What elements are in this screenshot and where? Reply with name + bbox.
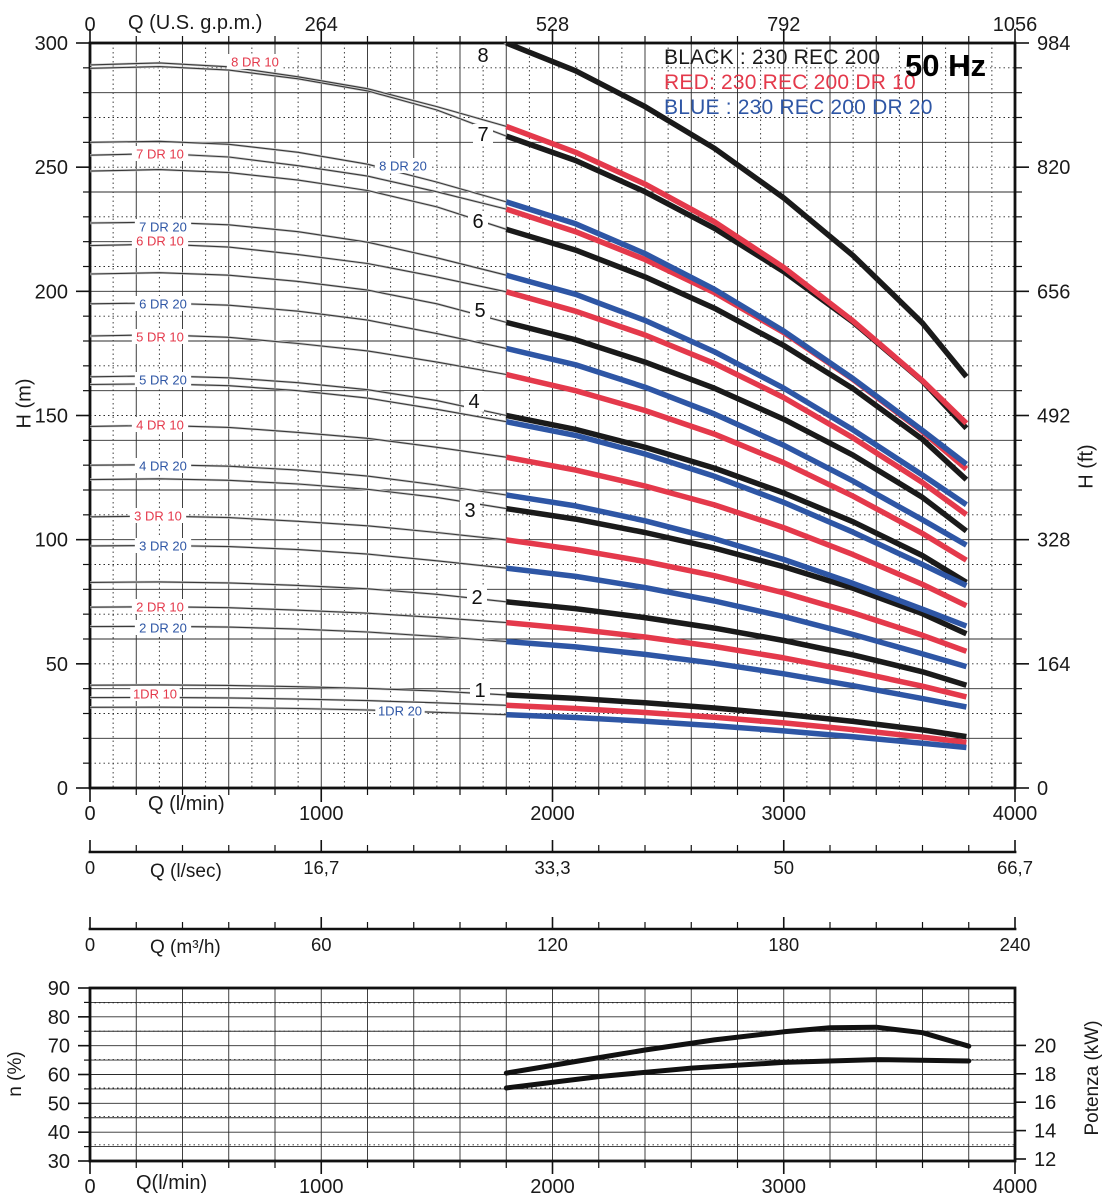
svg-text:8: 8 — [477, 45, 488, 67]
svg-text:60: 60 — [311, 934, 332, 955]
bottom-x-axis-title-lmin: Q(l/min) — [136, 1172, 208, 1194]
svg-text:8 DR 10: 8 DR 10 — [231, 55, 279, 70]
svg-text:528: 528 — [536, 14, 569, 36]
svg-text:180: 180 — [768, 934, 799, 955]
svg-text:4 DR 20: 4 DR 20 — [139, 459, 187, 474]
curve-labels: 8 DR 10 7 DR 10 8 DR 20 7 DR 206 DR 10 6 DR … — [129, 54, 432, 719]
svg-text:3: 3 — [464, 500, 475, 522]
efficiency-power-curves — [503, 1024, 972, 1091]
legend-black-series: BLACK : 230 REC 200 — [664, 46, 881, 69]
svg-text:50: 50 — [773, 857, 794, 878]
svg-text:2 DR 20: 2 DR 20 — [139, 621, 187, 636]
svg-text:5 DR 20: 5 DR 20 — [139, 373, 187, 388]
svg-text:240: 240 — [1000, 934, 1031, 955]
svg-text:80: 80 — [48, 1007, 70, 1029]
svg-text:492: 492 — [1037, 406, 1070, 428]
efficiency-power-chart: 90 80 70 60 50 40 30 20 18 16 14 12 0 1000 2000 3000 400… — [48, 978, 1057, 1198]
svg-text:7 DR 10: 7 DR 10 — [136, 147, 184, 162]
svg-text:40: 40 — [48, 1122, 70, 1144]
stage-number-labels: 8 7 6 5 4 3 2 1 — [460, 45, 493, 702]
pump-curve-series — [90, 43, 969, 751]
svg-text:12: 12 — [1034, 1149, 1056, 1171]
svg-text:50: 50 — [46, 654, 68, 676]
svg-text:4: 4 — [468, 391, 479, 413]
legend-red-series: RED: 230 REC 200 DR 10 — [664, 71, 916, 94]
svg-text:70: 70 — [48, 1036, 70, 1058]
top-axis-title-gpm: Q (U.S. g.p.m.) — [128, 12, 263, 34]
svg-text:60: 60 — [48, 1065, 70, 1087]
svg-text:656: 656 — [1037, 281, 1070, 303]
svg-text:984: 984 — [1037, 33, 1070, 55]
svg-text:1000: 1000 — [299, 1176, 344, 1198]
svg-text:6 DR 10: 6 DR 10 — [136, 234, 184, 249]
svg-text:100: 100 — [35, 530, 68, 552]
svg-text:14: 14 — [1034, 1121, 1056, 1143]
svg-text:250: 250 — [35, 157, 68, 179]
svg-text:264: 264 — [305, 14, 338, 36]
svg-text:20: 20 — [1034, 1035, 1056, 1057]
svg-text:1: 1 — [474, 680, 485, 702]
svg-text:3000: 3000 — [762, 1176, 807, 1198]
svg-text:120: 120 — [537, 934, 568, 955]
svg-text:16,7: 16,7 — [303, 857, 339, 878]
frequency-badge: 50 Hz — [905, 48, 986, 83]
svg-text:328: 328 — [1037, 530, 1070, 552]
svg-text:300: 300 — [35, 33, 68, 55]
svg-text:820: 820 — [1037, 157, 1070, 179]
svg-text:16: 16 — [1034, 1092, 1056, 1114]
svg-text:3 DR 20: 3 DR 20 — [139, 539, 187, 554]
bottom-left-axis-title-efficiency: n (%) — [5, 1051, 26, 1097]
svg-text:6: 6 — [472, 211, 483, 233]
svg-text:1DR 20: 1DR 20 — [378, 704, 422, 719]
svg-text:200: 200 — [35, 281, 68, 303]
scalebar-title-lsec: Q (l/sec) — [150, 861, 222, 882]
svg-text:5 DR 10: 5 DR 10 — [136, 330, 184, 345]
svg-text:18: 18 — [1034, 1064, 1056, 1086]
svg-text:90: 90 — [48, 978, 70, 1000]
svg-text:33,3: 33,3 — [534, 857, 570, 878]
svg-text:0: 0 — [85, 934, 95, 955]
legend-blue-series: BLUE : 230 REC 200 DR 20 — [664, 96, 933, 119]
svg-text:66,7: 66,7 — [997, 857, 1033, 878]
svg-text:0: 0 — [57, 778, 68, 800]
svg-text:50: 50 — [48, 1093, 70, 1115]
svg-text:0: 0 — [1037, 778, 1048, 800]
svg-text:5: 5 — [474, 300, 485, 322]
svg-text:2 DR 10: 2 DR 10 — [136, 600, 184, 615]
svg-text:1DR 10: 1DR 10 — [133, 687, 177, 702]
svg-text:3 DR 10: 3 DR 10 — [134, 509, 182, 524]
svg-text:2: 2 — [471, 587, 482, 609]
svg-text:4000: 4000 — [993, 1176, 1038, 1198]
main-x-axis-title-lmin: Q (l/min) — [148, 793, 225, 815]
svg-text:6 DR 20: 6 DR 20 — [139, 297, 187, 312]
scalebar-title-m3h: Q (m³/h) — [150, 937, 221, 958]
svg-text:4000: 4000 — [993, 803, 1038, 825]
bottom-right-axis-title-power: Potenza (kW) — [1082, 1020, 1103, 1136]
svg-text:0: 0 — [84, 803, 95, 825]
right-axis-title-head-ft: H (ft) — [1075, 444, 1098, 489]
svg-text:8 DR 20: 8 DR 20 — [379, 159, 427, 174]
svg-text:1000: 1000 — [299, 803, 344, 825]
left-axis-title-head-m: H (m) — [13, 378, 36, 429]
scale-bar-lsec: 0 16,7 33,3 50 66,7 — [85, 840, 1033, 878]
svg-text:150: 150 — [35, 406, 68, 428]
svg-text:2000: 2000 — [530, 1176, 575, 1198]
scale-bar-m3h: 0 60 120 180 240 — [85, 917, 1031, 955]
svg-text:30: 30 — [48, 1151, 70, 1173]
svg-text:2000: 2000 — [530, 803, 575, 825]
svg-text:0: 0 — [84, 14, 95, 36]
svg-text:792: 792 — [767, 14, 800, 36]
svg-text:7 DR 20: 7 DR 20 — [139, 220, 187, 235]
svg-text:4 DR 10: 4 DR 10 — [136, 418, 184, 433]
svg-text:0: 0 — [85, 857, 95, 878]
svg-text:0: 0 — [84, 1176, 95, 1198]
svg-text:3000: 3000 — [762, 803, 807, 825]
svg-text:7: 7 — [477, 124, 488, 146]
svg-text:164: 164 — [1037, 654, 1070, 676]
svg-text:1056: 1056 — [993, 14, 1038, 36]
